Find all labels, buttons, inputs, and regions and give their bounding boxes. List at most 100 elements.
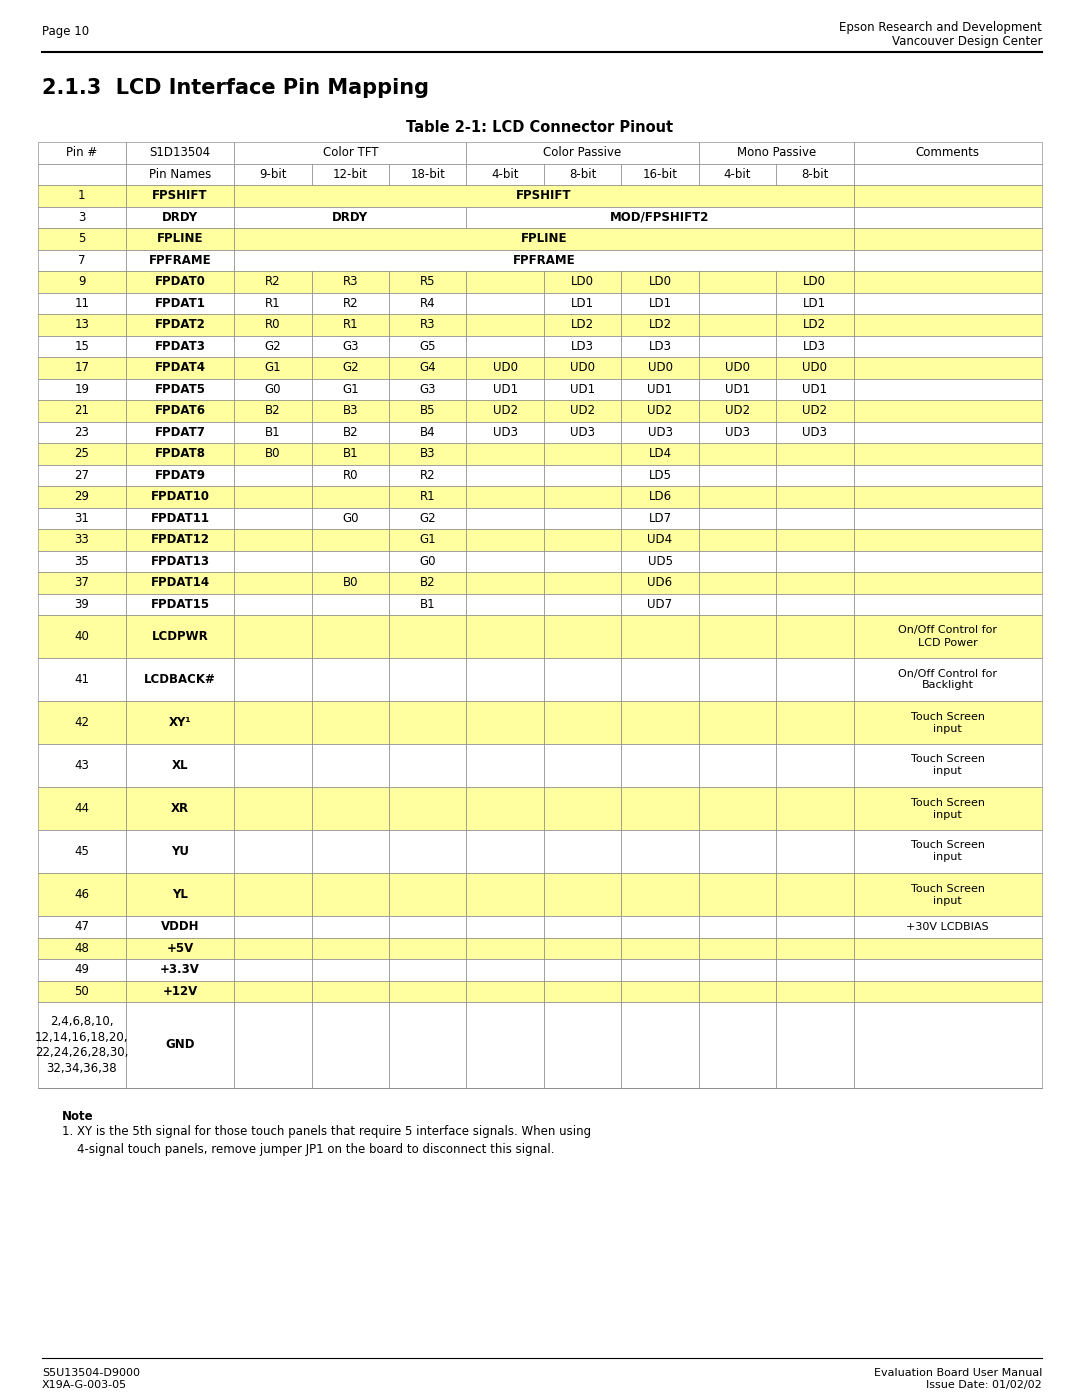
- Bar: [312, 400, 389, 422]
- Bar: [38, 142, 125, 163]
- Text: FPDAT6: FPDAT6: [154, 404, 205, 418]
- Text: LD6: LD6: [648, 490, 672, 503]
- Bar: [234, 335, 312, 358]
- Bar: [467, 292, 544, 314]
- Text: R2: R2: [265, 275, 281, 288]
- Bar: [853, 787, 1042, 830]
- Text: Evaluation Board User Manual: Evaluation Board User Manual: [874, 1368, 1042, 1377]
- Text: B1: B1: [420, 598, 435, 610]
- Bar: [389, 292, 467, 314]
- Bar: [699, 615, 777, 658]
- Bar: [125, 981, 234, 1002]
- Text: R0: R0: [265, 319, 281, 331]
- Bar: [777, 400, 853, 422]
- Bar: [777, 550, 853, 571]
- Bar: [853, 571, 1042, 594]
- Text: G4: G4: [419, 362, 436, 374]
- Bar: [544, 314, 621, 335]
- Bar: [389, 594, 467, 615]
- Text: Touch Screen
input: Touch Screen input: [910, 841, 985, 862]
- Text: FPLINE: FPLINE: [157, 232, 203, 246]
- Bar: [853, 358, 1042, 379]
- Bar: [234, 358, 312, 379]
- Bar: [853, 486, 1042, 507]
- Text: 46: 46: [75, 888, 90, 901]
- Text: FPDAT15: FPDAT15: [150, 598, 210, 610]
- Bar: [544, 464, 621, 486]
- Text: 44: 44: [75, 802, 90, 814]
- Bar: [699, 163, 777, 184]
- Text: 37: 37: [75, 576, 90, 590]
- Bar: [125, 550, 234, 571]
- Text: 1. XY is the 5th signal for those touch panels that require 5 interface signals.: 1. XY is the 5th signal for those touch …: [62, 1125, 591, 1157]
- Bar: [234, 228, 853, 250]
- Bar: [125, 529, 234, 550]
- Bar: [125, 486, 234, 507]
- Bar: [621, 486, 699, 507]
- Bar: [621, 400, 699, 422]
- Text: Touch Screen
input: Touch Screen input: [910, 711, 985, 733]
- Bar: [38, 358, 125, 379]
- Bar: [38, 207, 125, 228]
- Bar: [853, 379, 1042, 400]
- Bar: [777, 658, 853, 701]
- Text: B2: B2: [420, 576, 435, 590]
- Bar: [544, 701, 621, 745]
- Bar: [853, 228, 1042, 250]
- Bar: [234, 142, 467, 163]
- Bar: [312, 571, 389, 594]
- Bar: [389, 701, 467, 745]
- Bar: [38, 400, 125, 422]
- Text: LD3: LD3: [804, 339, 826, 353]
- Bar: [544, 830, 621, 873]
- Bar: [125, 1002, 234, 1088]
- Bar: [853, 292, 1042, 314]
- Text: LD0: LD0: [571, 275, 594, 288]
- Bar: [544, 422, 621, 443]
- Text: G1: G1: [419, 534, 436, 546]
- Text: FPDAT7: FPDAT7: [154, 426, 205, 439]
- Bar: [621, 271, 699, 292]
- Bar: [312, 615, 389, 658]
- Bar: [699, 400, 777, 422]
- Bar: [777, 615, 853, 658]
- Bar: [389, 1002, 467, 1088]
- Bar: [777, 271, 853, 292]
- Bar: [38, 464, 125, 486]
- Bar: [234, 701, 312, 745]
- Text: UD2: UD2: [725, 404, 750, 418]
- Bar: [389, 335, 467, 358]
- Bar: [234, 250, 853, 271]
- Text: LD7: LD7: [648, 511, 672, 525]
- Bar: [777, 745, 853, 787]
- Text: B4: B4: [420, 426, 435, 439]
- Bar: [853, 400, 1042, 422]
- Text: R1: R1: [420, 490, 435, 503]
- Bar: [621, 658, 699, 701]
- Text: 27: 27: [75, 469, 90, 482]
- Bar: [544, 507, 621, 529]
- Bar: [467, 594, 544, 615]
- Bar: [544, 787, 621, 830]
- Text: G2: G2: [265, 339, 281, 353]
- Bar: [125, 916, 234, 937]
- Bar: [467, 958, 544, 981]
- Bar: [777, 379, 853, 400]
- Text: UD0: UD0: [570, 362, 595, 374]
- Text: UD0: UD0: [492, 362, 517, 374]
- Bar: [234, 379, 312, 400]
- Text: 4-bit: 4-bit: [724, 168, 752, 182]
- Text: Vancouver Design Center: Vancouver Design Center: [891, 35, 1042, 49]
- Text: Pin #: Pin #: [66, 147, 97, 159]
- Bar: [467, 529, 544, 550]
- Text: Touch Screen
input: Touch Screen input: [910, 883, 985, 905]
- Text: LD5: LD5: [648, 469, 672, 482]
- Text: LD2: LD2: [804, 319, 826, 331]
- Text: FPDAT10: FPDAT10: [150, 490, 210, 503]
- Bar: [389, 486, 467, 507]
- Bar: [125, 937, 234, 958]
- Bar: [467, 142, 699, 163]
- Text: R2: R2: [420, 469, 435, 482]
- Text: Issue Date: 01/02/02: Issue Date: 01/02/02: [927, 1380, 1042, 1390]
- Bar: [234, 916, 312, 937]
